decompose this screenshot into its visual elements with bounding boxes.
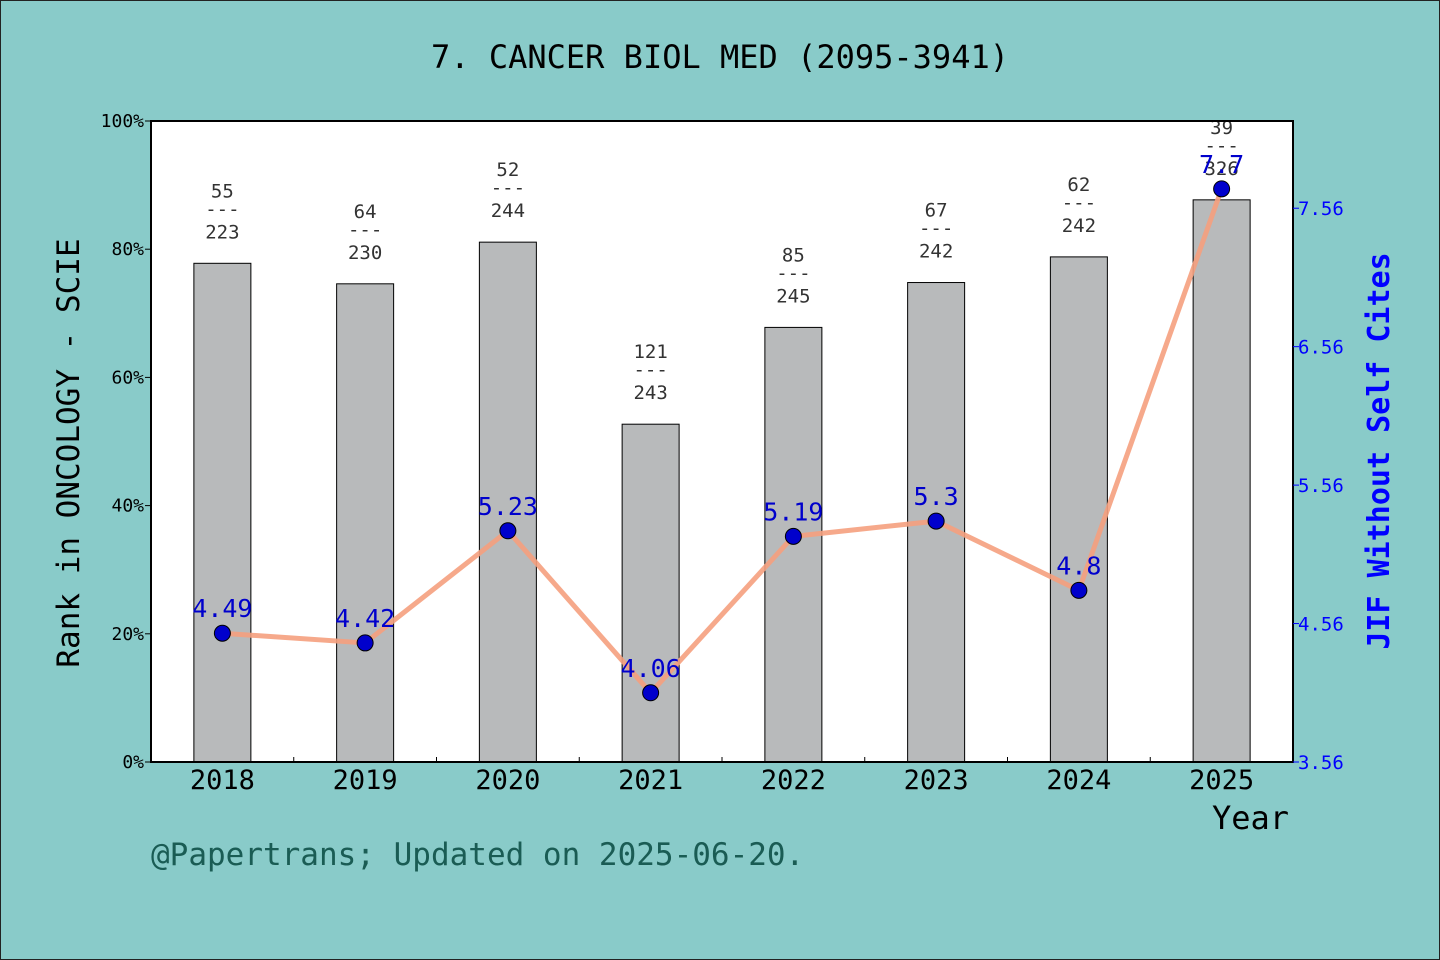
bar-total-2023: 242 xyxy=(919,241,953,263)
bar-total-2019: 230 xyxy=(348,242,382,264)
bar-total-2018: 223 xyxy=(205,221,239,243)
footer-note: @Papertrans; Updated on 2025-06-20. xyxy=(151,837,805,873)
bar-2020 xyxy=(478,241,537,763)
bar-total-2022: 245 xyxy=(776,285,810,307)
bar-rank-2018: 55 xyxy=(211,180,234,202)
y2-tick-label: 6.56 xyxy=(1298,337,1344,359)
bar-rank-2023: 67 xyxy=(925,200,948,222)
bar-total-2024: 242 xyxy=(1062,215,1096,237)
bar-fraction-line-2023: --- xyxy=(919,218,953,240)
jif-label-2020: 5.23 xyxy=(478,492,538,521)
bar-fraction-line-2025: --- xyxy=(1204,135,1238,157)
plot-area xyxy=(151,121,1293,762)
jif-label-2019: 4.42 xyxy=(335,604,395,633)
jif-label-2025: 7.7 xyxy=(1199,150,1244,179)
bar-2025 xyxy=(1192,199,1251,763)
jif-point-2023 xyxy=(927,512,945,530)
x-tick-label-2023: 2023 xyxy=(904,765,969,796)
bar-fraction-line-2024: --- xyxy=(1062,192,1096,214)
bar-2024 xyxy=(1049,256,1108,763)
x-axis-label: Year xyxy=(1212,799,1289,837)
jif-label-2021: 4.06 xyxy=(621,654,681,683)
bar-rank-2024: 62 xyxy=(1067,174,1090,196)
bar-fraction-line-2018: --- xyxy=(205,198,239,220)
y-tick-label: 100% xyxy=(101,111,145,132)
y-tick-label: 40% xyxy=(111,496,144,517)
bar-2019 xyxy=(336,283,395,763)
y-tick-label: 80% xyxy=(111,239,144,260)
bar-rank-2021: 121 xyxy=(633,341,667,363)
bar-2021 xyxy=(621,423,680,763)
chart-title: 7. CANCER BIOL MED (2095-3941) xyxy=(431,38,1009,76)
x-tick-label-2022: 2022 xyxy=(761,765,826,796)
jif-point-2022 xyxy=(784,527,802,545)
x-tick-label-2021: 2021 xyxy=(618,765,683,796)
y-tick-label: 20% xyxy=(111,624,144,645)
jif-point-2018 xyxy=(213,624,231,642)
y2-tick-label: 4.56 xyxy=(1298,614,1344,636)
jif-point-2024 xyxy=(1070,581,1088,599)
bar-rank-2022: 85 xyxy=(782,244,805,266)
bar-fraction-line-2021: --- xyxy=(633,359,667,381)
y2-tick-label: 3.56 xyxy=(1298,752,1344,774)
x-tick-label-2024: 2024 xyxy=(1046,765,1111,796)
y-tick-label: 0% xyxy=(122,752,144,773)
y-axis-label: Rank in ONCOLOGY - SCIE xyxy=(51,238,87,667)
x-tick-label-2025: 2025 xyxy=(1189,765,1254,796)
jif-point-2021 xyxy=(642,684,660,702)
bar-total-2025: 326 xyxy=(1204,158,1238,180)
y-tick-label: 60% xyxy=(111,367,144,388)
bar-rank-2020: 52 xyxy=(496,159,519,181)
bar-rank-2019: 64 xyxy=(354,201,377,223)
bar-total-2021: 243 xyxy=(633,382,667,404)
bar-fraction-line-2022: --- xyxy=(776,262,810,284)
x-tick-label-2020: 2020 xyxy=(475,765,540,796)
y2-tick-label: 7.56 xyxy=(1298,198,1344,220)
jif-label-2023: 5.3 xyxy=(914,482,959,511)
jif-label-2024: 4.8 xyxy=(1056,551,1101,580)
bar-2018 xyxy=(193,262,252,763)
bar-fraction-line-2019: --- xyxy=(348,219,382,241)
jif-label-2018: 4.49 xyxy=(192,594,252,623)
jif-line xyxy=(222,188,1224,696)
y2-axis-label: JIF Without Self Cites xyxy=(1362,252,1397,649)
x-tick-label-2018: 2018 xyxy=(190,765,255,796)
y2-tick-label: 5.56 xyxy=(1298,475,1344,497)
jif-point-2019 xyxy=(356,634,374,652)
bar-fraction-line-2020: --- xyxy=(491,177,525,199)
jif-point-2025 xyxy=(1213,180,1231,198)
jif-point-2020 xyxy=(499,522,517,540)
bar-rank-2025: 39 xyxy=(1210,117,1233,139)
jif-label-2022: 5.19 xyxy=(763,497,823,526)
x-tick-label-2019: 2019 xyxy=(333,765,398,796)
bar-total-2020: 244 xyxy=(491,200,525,222)
